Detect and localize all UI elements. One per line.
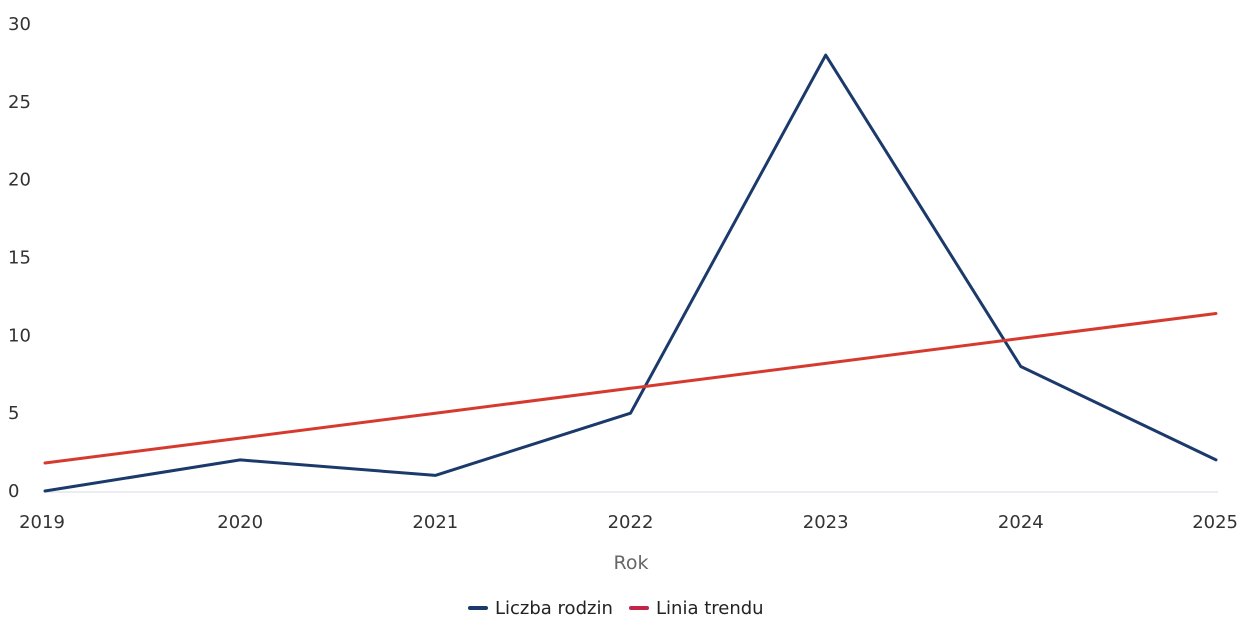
y-tick-label: 25 [8, 92, 31, 113]
x-tick-label: 2020 [217, 512, 263, 533]
y-tick-label: 30 [8, 14, 31, 35]
y-tick-label: 0 [8, 481, 19, 502]
series-line-liczba-rodzin [43, 53, 1218, 493]
x-tick-label: 2019 [19, 512, 65, 533]
y-tick-label: 15 [8, 248, 31, 269]
legend-label-liczba-rodzin: Liczba rodzin [495, 598, 613, 619]
legend: Liczba rodzin Linia trendu [468, 598, 764, 619]
x-tick-label: 2025 [1192, 512, 1238, 533]
legend-swatch-liczba-rodzin [468, 606, 488, 610]
x-axis-title: Rok [614, 552, 649, 574]
y-tick-label: 20 [8, 170, 31, 191]
x-axis-ticks: 2019 2020 2021 2022 2023 2024 2025 [19, 512, 1238, 533]
legend-label-linia-trendu: Linia trendu [656, 598, 764, 619]
y-axis-ticks: 0 5 10 15 20 25 30 [8, 14, 31, 502]
legend-swatch-linia-trendu [629, 606, 649, 610]
y-tick-label: 5 [8, 403, 19, 424]
series-lines [43, 53, 1218, 493]
x-tick-label: 2021 [412, 512, 458, 533]
x-tick-label: 2023 [803, 512, 849, 533]
series-line-linia-trendu [43, 312, 1218, 465]
y-tick-label: 10 [8, 325, 31, 346]
x-tick-label: 2024 [998, 512, 1044, 533]
x-tick-label: 2022 [608, 512, 654, 533]
